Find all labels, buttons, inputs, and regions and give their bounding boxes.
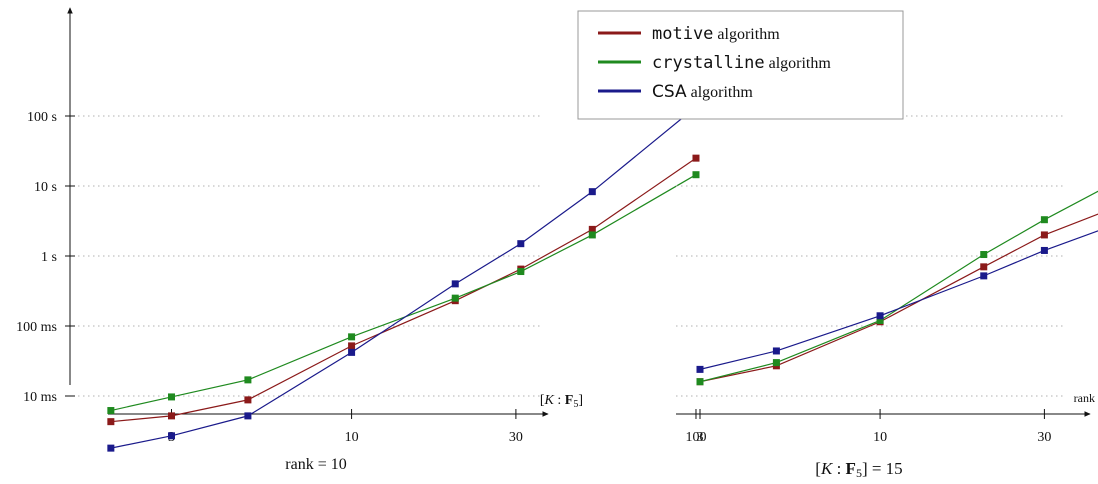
point-left-motive-2 <box>244 396 252 404</box>
point-right-csa-1 <box>772 347 780 355</box>
point-left-csa-6 <box>588 188 596 196</box>
point-left-csa-0 <box>107 444 115 452</box>
series-left <box>107 103 700 452</box>
point-right-crystalline-1 <box>772 359 780 367</box>
point-right-crystalline-2 <box>876 316 884 324</box>
caption-right: [K : F5] = 15 <box>815 459 902 480</box>
point-left-csa-5 <box>517 240 525 248</box>
point-left-csa-4 <box>451 280 459 288</box>
point-right-crystalline-3 <box>980 251 988 259</box>
x-axis-label-right: rank <box>1074 391 1095 405</box>
caption-left: rank = 10 <box>285 456 346 473</box>
point-left-motive-1 <box>168 412 175 420</box>
legend-label-motive: motive algorithm <box>652 24 780 44</box>
legend-entries: motive algorithm crystalline algorithm CSA… <box>598 24 831 102</box>
series-line-left-crystalline <box>110 174 697 412</box>
point-right-csa-0 <box>696 365 704 373</box>
x-axis-label-left: [K : F5] <box>540 393 583 410</box>
panel-right: 3 10 30 100 rank [K : F5] = 15 <box>676 115 1098 480</box>
point-right-crystalline-4 <box>1040 216 1048 224</box>
grid-left <box>78 115 540 397</box>
y-tick-label-left-0: 10 ms <box>23 390 57 405</box>
point-right-motive-3 <box>980 263 988 271</box>
series-right <box>696 190 1098 386</box>
y-tick-label-left-1: 100 ms <box>16 320 57 335</box>
point-left-crystalline-3 <box>348 333 356 341</box>
point-left-motive-0 <box>107 418 115 426</box>
point-left-crystalline-4 <box>451 294 459 302</box>
series-line-right-crystalline <box>699 190 1098 383</box>
yticks-left: 10 ms 100 ms 1 s 10 s 100 s <box>16 110 75 405</box>
point-left-crystalline-7 <box>692 171 700 179</box>
series-line-left-motive <box>110 157 697 423</box>
x-tick-label-left-3: 100 <box>685 430 706 445</box>
xticks-right: 31030100 <box>697 409 1051 445</box>
point-right-motive-4 <box>1040 231 1048 239</box>
x-tick-label-left-2: 30 <box>509 430 523 445</box>
series-line-right-csa <box>699 230 1098 370</box>
point-left-crystalline-5 <box>517 268 525 276</box>
legend-box <box>577 10 904 120</box>
y-tick-label-left-3: 10 s <box>34 180 57 195</box>
series-line-left-csa <box>110 106 697 449</box>
grid-right <box>676 115 1066 397</box>
point-left-crystalline-6 <box>588 231 596 239</box>
point-left-motive-6 <box>588 225 596 233</box>
y-tick-label-left-4: 100 s <box>27 110 57 125</box>
legend-label-csa: CSA algorithm <box>652 82 753 102</box>
x-tick-label-right-1: 10 <box>873 430 887 445</box>
x-tick-label-right-0: 3 <box>697 430 704 445</box>
point-left-motive-7 <box>692 154 700 162</box>
x-tick-label-right-2: 30 <box>1037 430 1051 445</box>
x-tick-label-left-1: 10 <box>345 430 359 445</box>
point-left-crystalline-2 <box>244 376 252 384</box>
point-right-crystalline-0 <box>696 378 704 386</box>
series-line-right-motive <box>699 213 1098 383</box>
point-left-csa-3 <box>348 348 356 356</box>
point-right-csa-2 <box>876 312 884 320</box>
legend-label-crystalline: crystalline algorithm <box>652 53 831 73</box>
point-left-crystalline-1 <box>168 393 175 401</box>
legend: motive algorithm crystalline algorithm CSA… <box>577 10 904 120</box>
xticks-left: 3 10 30 100 <box>168 409 706 445</box>
point-left-csa-1 <box>168 432 175 440</box>
point-left-csa-2 <box>244 412 252 420</box>
point-left-crystalline-0 <box>107 407 115 415</box>
point-right-csa-4 <box>1040 246 1048 254</box>
point-left-motive-3 <box>348 342 356 350</box>
y-tick-label-left-2: 1 s <box>41 250 57 265</box>
point-right-csa-3 <box>980 272 988 280</box>
